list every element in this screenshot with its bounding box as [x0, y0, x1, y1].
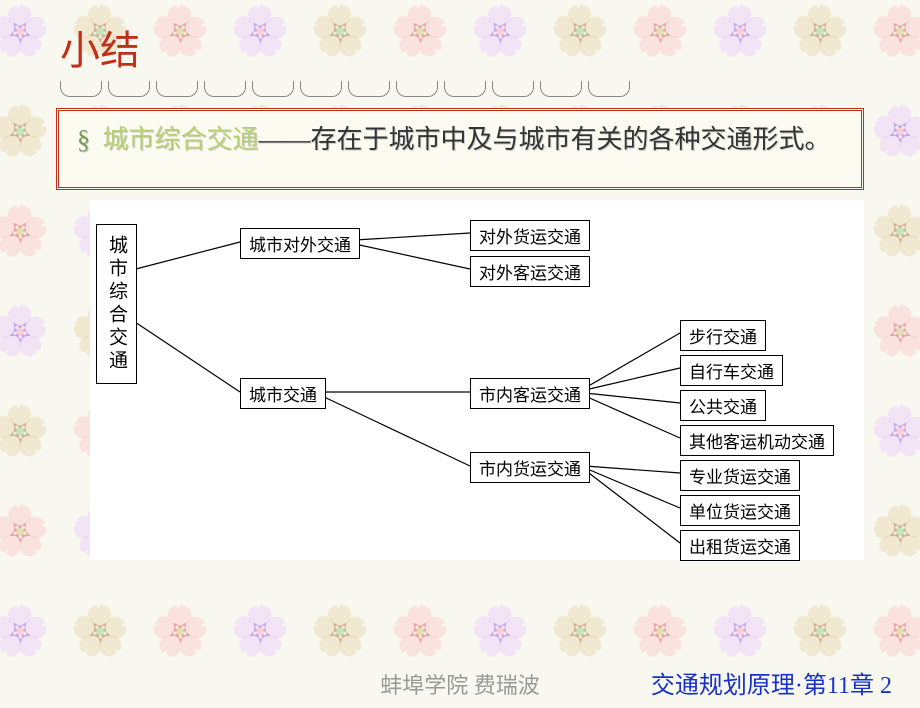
- diagram-node: 市内货运交通: [470, 452, 590, 483]
- divider-item: [204, 81, 246, 97]
- diagram-edge: [585, 396, 680, 438]
- footer-chapter-num: 11: [827, 673, 850, 699]
- diagram-edge: [585, 468, 680, 508]
- diagram-node: 单位货运交通: [680, 495, 800, 526]
- summary-highlight: 城市综合交通: [103, 125, 259, 154]
- diagram-node: 对外货运交通: [470, 220, 590, 251]
- flower-tile: 🌸: [790, 608, 850, 656]
- diagram-node: 步行交通: [680, 320, 766, 351]
- diagram-edge: [585, 333, 680, 388]
- divider-item: [60, 81, 102, 97]
- divider-item: [444, 81, 486, 97]
- page-title: 小结: [60, 18, 920, 76]
- diagram-edge: [585, 470, 680, 543]
- flower-tile: 🌸: [630, 608, 690, 656]
- footer-page: 2: [880, 673, 892, 699]
- diagram-node: 对外客运交通: [470, 256, 590, 287]
- divider-item: [348, 81, 390, 97]
- flower-tile: 🌸: [470, 608, 530, 656]
- divider-row: [60, 80, 920, 98]
- divider-item: [108, 81, 150, 97]
- divider-item: [492, 81, 534, 97]
- flower-tile: 🌸: [230, 608, 290, 656]
- diagram-edge: [585, 393, 680, 403]
- footer-chapter: 交通规划原理·第11章 2: [651, 665, 892, 700]
- diagram-edge: [355, 233, 470, 240]
- bullet-symbol: §: [77, 125, 90, 154]
- summary-box: § 城市综合交通——存在于城市中及与城市有关的各种交通形式。: [56, 108, 864, 190]
- flower-tile: 🌸: [0, 608, 50, 656]
- diagram-edge: [355, 244, 470, 269]
- diagram-node: 自行车交通: [680, 355, 783, 386]
- diagram-edge: [132, 320, 240, 392]
- diagram-node: 城市综合交通: [96, 224, 137, 384]
- summary-line: § 城市综合交通——存在于城市中及与城市有关的各种交通形式。: [77, 121, 843, 159]
- diagram-edge: [322, 396, 470, 466]
- diagram-node: 其他客运机动交通: [680, 425, 834, 456]
- diagram-node: 城市交通: [240, 378, 326, 409]
- flower-tile: 🌸: [870, 608, 920, 656]
- tree-diagram: 城市综合交通 城市对外交通城市交通 对外货运交通对外客运交通市内客运交通市内货运交通…: [90, 200, 864, 560]
- divider-item: [252, 81, 294, 97]
- diagram-node: 城市对外交通: [240, 228, 360, 259]
- summary-rest: ——存在于城市中及与城市有关的各种交通形式。: [259, 125, 831, 154]
- flower-tile: 🌸: [310, 608, 370, 656]
- diagram-node: 出租货运交通: [680, 530, 800, 561]
- diagram-node: 市内客运交通: [470, 378, 590, 409]
- diagram-edge: [585, 368, 680, 390]
- footer-prefix: 交通规划原理·第: [651, 673, 827, 699]
- diagram-node: 专业货运交通: [680, 460, 800, 491]
- flower-tile: 🌸: [70, 608, 130, 656]
- flower-tile: 🌸: [150, 608, 210, 656]
- divider-item: [156, 81, 198, 97]
- diagram-edge: [585, 466, 680, 473]
- flower-tile: 🌸: [710, 608, 770, 656]
- diagram-node: 公共交通: [680, 390, 766, 421]
- flower-tile: 🌸: [550, 608, 610, 656]
- diagram-edge: [132, 242, 240, 270]
- divider-item: [396, 81, 438, 97]
- footer-mid: 章: [850, 673, 874, 699]
- divider-item: [300, 81, 342, 97]
- divider-item: [588, 81, 630, 97]
- flower-tile: 🌸: [390, 608, 450, 656]
- divider-item: [540, 81, 582, 97]
